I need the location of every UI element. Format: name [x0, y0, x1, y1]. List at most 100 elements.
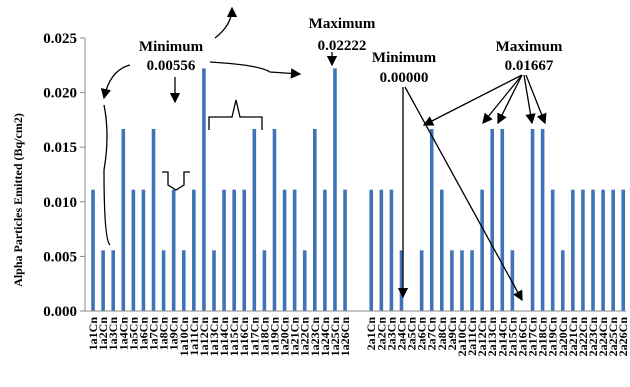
y-tick-label: 0.025 — [43, 31, 77, 47]
x-tick-label: 1a23Cn — [308, 317, 322, 357]
bar — [450, 250, 454, 311]
y-tick-label: 0.005 — [43, 249, 77, 265]
maximum-arrow — [523, 74, 536, 125]
x-tick-label: 1a12Cn — [197, 317, 211, 357]
bar — [242, 189, 247, 311]
bar — [460, 250, 464, 311]
x-tick-label: 2a24Cn — [596, 317, 610, 357]
annotation-value: 0.01667 — [505, 58, 554, 74]
x-tick-label: 1a16Cn — [237, 317, 251, 357]
x-tick-label: 2a17Cn — [526, 317, 540, 357]
bar — [389, 189, 394, 311]
bar — [333, 68, 337, 311]
bar — [500, 128, 505, 311]
annotation-value: 0.00000 — [380, 70, 429, 86]
x-tick-label: 2a20Cn — [556, 317, 570, 357]
bar — [91, 189, 95, 311]
y-axis-label: Alpha Particles Emitted (Bq/cm2) — [11, 113, 25, 287]
x-tick-label: 2a8Cn — [435, 317, 449, 351]
bar — [302, 250, 307, 311]
bar — [611, 189, 615, 311]
x-tick-label: 1a8Cn — [157, 317, 171, 351]
annotation-label: Minimum — [372, 50, 437, 66]
x-tick-label: 2a22Cn — [576, 317, 590, 357]
minimum-brace — [208, 99, 263, 130]
bar — [510, 250, 515, 311]
x-tick-label: 2a10Cn — [455, 317, 469, 357]
bar — [282, 189, 287, 311]
annotation-value: 0.00556 — [147, 58, 196, 74]
x-tick-label: 2a15Cn — [505, 317, 519, 357]
bar — [192, 189, 196, 311]
x-tick-label: 1a10Cn — [177, 317, 191, 357]
bar — [111, 250, 115, 311]
x-tick-label: 1a17Cn — [247, 317, 261, 357]
bar — [292, 189, 297, 311]
bar — [369, 189, 374, 311]
maximum-arrow — [482, 74, 523, 125]
bar — [540, 128, 545, 311]
annotation-label: Maximum — [496, 39, 563, 55]
x-tick-label: 2a13Cn — [485, 317, 499, 357]
bar — [131, 189, 136, 311]
x-tick-label: 2a26Cn — [616, 317, 630, 357]
x-tick-label: 1a7Cn — [147, 317, 161, 351]
minimum-arrow — [100, 64, 131, 100]
bar — [490, 128, 495, 311]
bar — [141, 189, 146, 311]
bar — [621, 189, 626, 311]
x-axis: 1a1Cn1a2Cn1a3Cn1a4Cn1a5Cn1a6Cn1a7Cn1a8Cn… — [85, 310, 630, 357]
bar — [530, 128, 535, 311]
bar — [550, 189, 555, 311]
minimum-arrow — [214, 6, 238, 39]
x-tick-label: 1a21Cn — [288, 317, 302, 357]
x-tick-label: 2a4Cn — [394, 317, 408, 351]
bar — [560, 250, 565, 311]
x-tick-label: 2a6Cn — [415, 317, 429, 351]
maximum-arrow — [422, 74, 523, 126]
bar — [429, 128, 434, 311]
x-tick-label: 1a26Cn — [338, 317, 352, 357]
bar — [343, 189, 347, 311]
x-tick-label: 2a19Cn — [546, 317, 560, 357]
x-tick-label: 2a7Cn — [425, 317, 439, 351]
bar — [101, 250, 105, 311]
annotation-label: Maximum — [309, 16, 376, 32]
x-tick-label: 1a22Cn — [298, 317, 312, 357]
x-tick-label: 2a11Cn — [465, 317, 479, 356]
bar — [399, 250, 404, 311]
x-tick-label: 1a19Cn — [267, 317, 281, 357]
bar — [440, 189, 444, 311]
x-tick-label: 2a21Cn — [566, 317, 580, 357]
y-axis: 0.000 0.005 0.010 0.015 0.020 0.025 — [43, 31, 86, 320]
x-tick-label: 1a25Cn — [328, 317, 342, 357]
x-tick-label: 2a25Cn — [606, 317, 620, 357]
maximum-arrow — [525, 74, 547, 125]
bar — [252, 128, 257, 311]
x-tick-label: 1a24Cn — [318, 317, 332, 357]
bar — [379, 189, 384, 311]
x-tick-label: 1a18Cn — [257, 317, 271, 357]
x-tick-label: 1a5Cn — [126, 317, 140, 351]
x-tick-label: 2a23Cn — [586, 317, 600, 357]
bar — [571, 189, 575, 311]
bar — [151, 128, 156, 311]
bar — [121, 128, 126, 311]
bar — [212, 250, 216, 311]
x-tick-label: 2a5Cn — [405, 317, 419, 351]
x-tick-label: 2a16Cn — [515, 317, 529, 357]
y-tick-label: 0.010 — [43, 195, 77, 211]
bar-series — [91, 68, 626, 311]
x-tick-label: 1a2Cn — [96, 317, 110, 351]
bar — [419, 250, 424, 311]
x-tick-label: 2a3Cn — [384, 317, 398, 351]
minimum-brace — [103, 104, 111, 246]
x-tick-label: 1a4Cn — [116, 317, 130, 351]
x-tick-label: 2a9Cn — [445, 317, 459, 351]
x-tick-label: 1a6Cn — [136, 317, 150, 351]
annotation-value: 0.02222 — [318, 38, 367, 54]
minimum-arrow — [209, 61, 302, 79]
bar — [591, 189, 595, 311]
annotation-label: Minimum — [139, 39, 204, 55]
